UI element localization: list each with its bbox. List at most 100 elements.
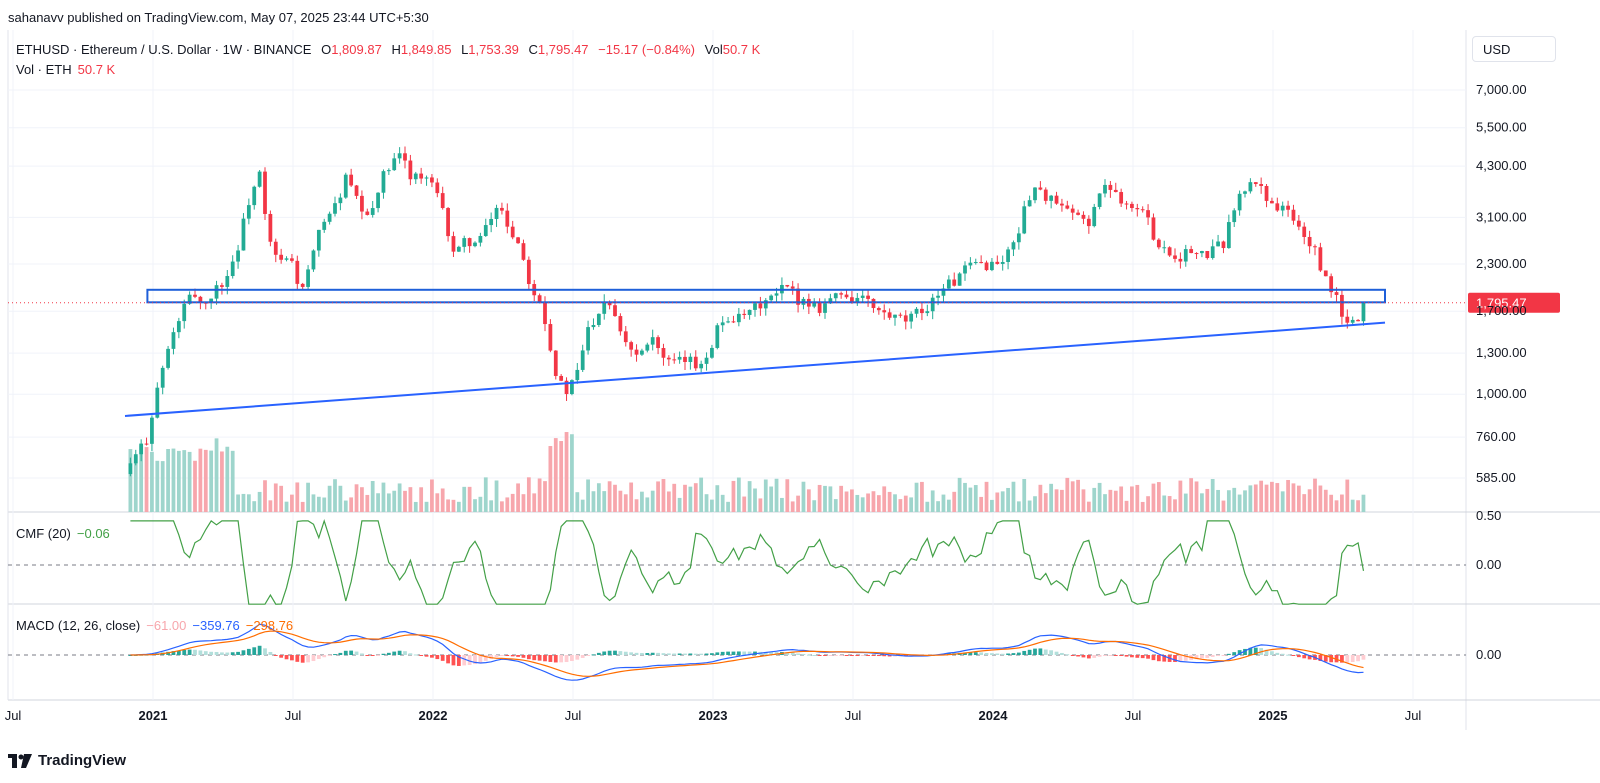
candle-body [397, 153, 402, 159]
volume-bar [1070, 481, 1075, 512]
macd-hist-bar [510, 655, 515, 657]
volume-bar [580, 499, 585, 512]
macd-hist-bar [203, 651, 208, 655]
candle-body [1280, 205, 1285, 211]
macd-hist-bar [1210, 655, 1215, 657]
macd-hist-bar [1076, 655, 1080, 657]
macd-hist-bar [333, 654, 337, 656]
candle-body [796, 288, 800, 305]
macd-hist-bar [586, 655, 590, 656]
macd-hist-bar [483, 655, 488, 661]
macd-hist-bar [591, 654, 596, 656]
volume-bar [494, 480, 499, 512]
macd-hist-bar [806, 654, 811, 656]
chart-canvas[interactable]: 1,795.47 7,000.00 5,500.00 4,300.00 3,100.0… [0, 0, 1600, 745]
volume-bar [1243, 490, 1247, 512]
macd-hist-bar [1226, 653, 1231, 655]
volume-bar [144, 447, 149, 512]
currency-button[interactable]: USD [1472, 36, 1556, 62]
volume-bar [1151, 483, 1156, 512]
candle-body [898, 314, 903, 316]
candle-body [419, 173, 424, 179]
candle-body [758, 303, 763, 309]
vol-eth-label[interactable]: Vol · ETH [16, 62, 72, 77]
volume-bar [1065, 477, 1070, 512]
candle-body [909, 313, 914, 322]
candle-body [1016, 233, 1021, 243]
volume-bar [526, 477, 531, 512]
volume-bar [284, 501, 289, 512]
candle-body [1264, 185, 1269, 201]
candle-body [381, 171, 386, 193]
volume-bar [257, 491, 262, 512]
candle-body [166, 348, 170, 368]
candle-body [963, 265, 967, 274]
macd-hist-bar [876, 655, 881, 657]
volume-bar [1210, 479, 1215, 512]
candle-body [634, 349, 639, 355]
macd-label[interactable]: MACD (12, 26, close) [16, 618, 141, 633]
macd-hist-bar [360, 653, 364, 655]
volume-bar [1000, 491, 1005, 512]
cmf-label[interactable]: CMF (20) [16, 526, 71, 541]
symbol-line[interactable]: ETHUSD · Ethereum / U.S. Dollar · 1W · B… [16, 42, 312, 57]
candle-body [133, 454, 138, 464]
candle-body [720, 322, 725, 326]
macd-hist-bar [833, 655, 838, 656]
volume-bar [1334, 500, 1339, 512]
candle-body [1151, 217, 1156, 240]
volume-bar [812, 500, 817, 512]
open-label: O [321, 42, 332, 57]
candle-body [925, 311, 930, 314]
volume-bar [623, 494, 628, 512]
macd-hist-bar [1060, 652, 1064, 655]
volume-bar [1323, 489, 1328, 512]
candle-body [1097, 193, 1102, 207]
macd-hist-bar [128, 655, 133, 656]
volume-bar [392, 490, 397, 512]
macd-hist-bar [688, 653, 693, 655]
macd-hist-bar [828, 655, 833, 656]
macd-hist-bar [1340, 655, 1344, 663]
candle-body [316, 229, 321, 251]
macd-hist-bar [424, 655, 429, 657]
candle-body [623, 331, 628, 343]
vol-value: 50.7 K [722, 42, 761, 57]
macd-hist-bar [1108, 655, 1113, 656]
candle-body [936, 295, 940, 298]
macd-hist-bar [963, 652, 967, 655]
volume-bar [1200, 493, 1204, 512]
volume-bar [957, 477, 962, 512]
candle-body [360, 195, 364, 212]
candle-body [650, 337, 655, 345]
macd-hist-bar [1183, 655, 1188, 661]
candle-body [1259, 184, 1264, 186]
candle-body [171, 332, 176, 349]
candle-body [1253, 182, 1258, 185]
volume-bar [1173, 499, 1177, 512]
volume-bar [365, 494, 370, 512]
volume-bar [1232, 487, 1237, 512]
macd-hist-bar [376, 655, 380, 656]
volume-bar [1162, 495, 1167, 512]
volume-bar [909, 497, 914, 512]
tradingview-logo[interactable]: TradingView [8, 752, 126, 769]
volume-bar [349, 497, 354, 512]
candle-body [645, 344, 650, 351]
volume-bar [564, 432, 569, 512]
volume-bar [397, 483, 402, 512]
volume-bar [1253, 484, 1258, 512]
candle-body [1162, 247, 1167, 249]
volume-bar [435, 493, 440, 512]
candle-body [903, 315, 908, 322]
volume-bar [1216, 489, 1220, 512]
volume-bar [995, 492, 1000, 512]
candle-body [236, 250, 240, 262]
macd-hist-bar [882, 655, 887, 657]
candle-body [462, 238, 467, 247]
volume-bar [882, 486, 887, 512]
volume-bar [920, 481, 924, 512]
candle-body [586, 327, 590, 351]
volume-bar [640, 491, 644, 512]
